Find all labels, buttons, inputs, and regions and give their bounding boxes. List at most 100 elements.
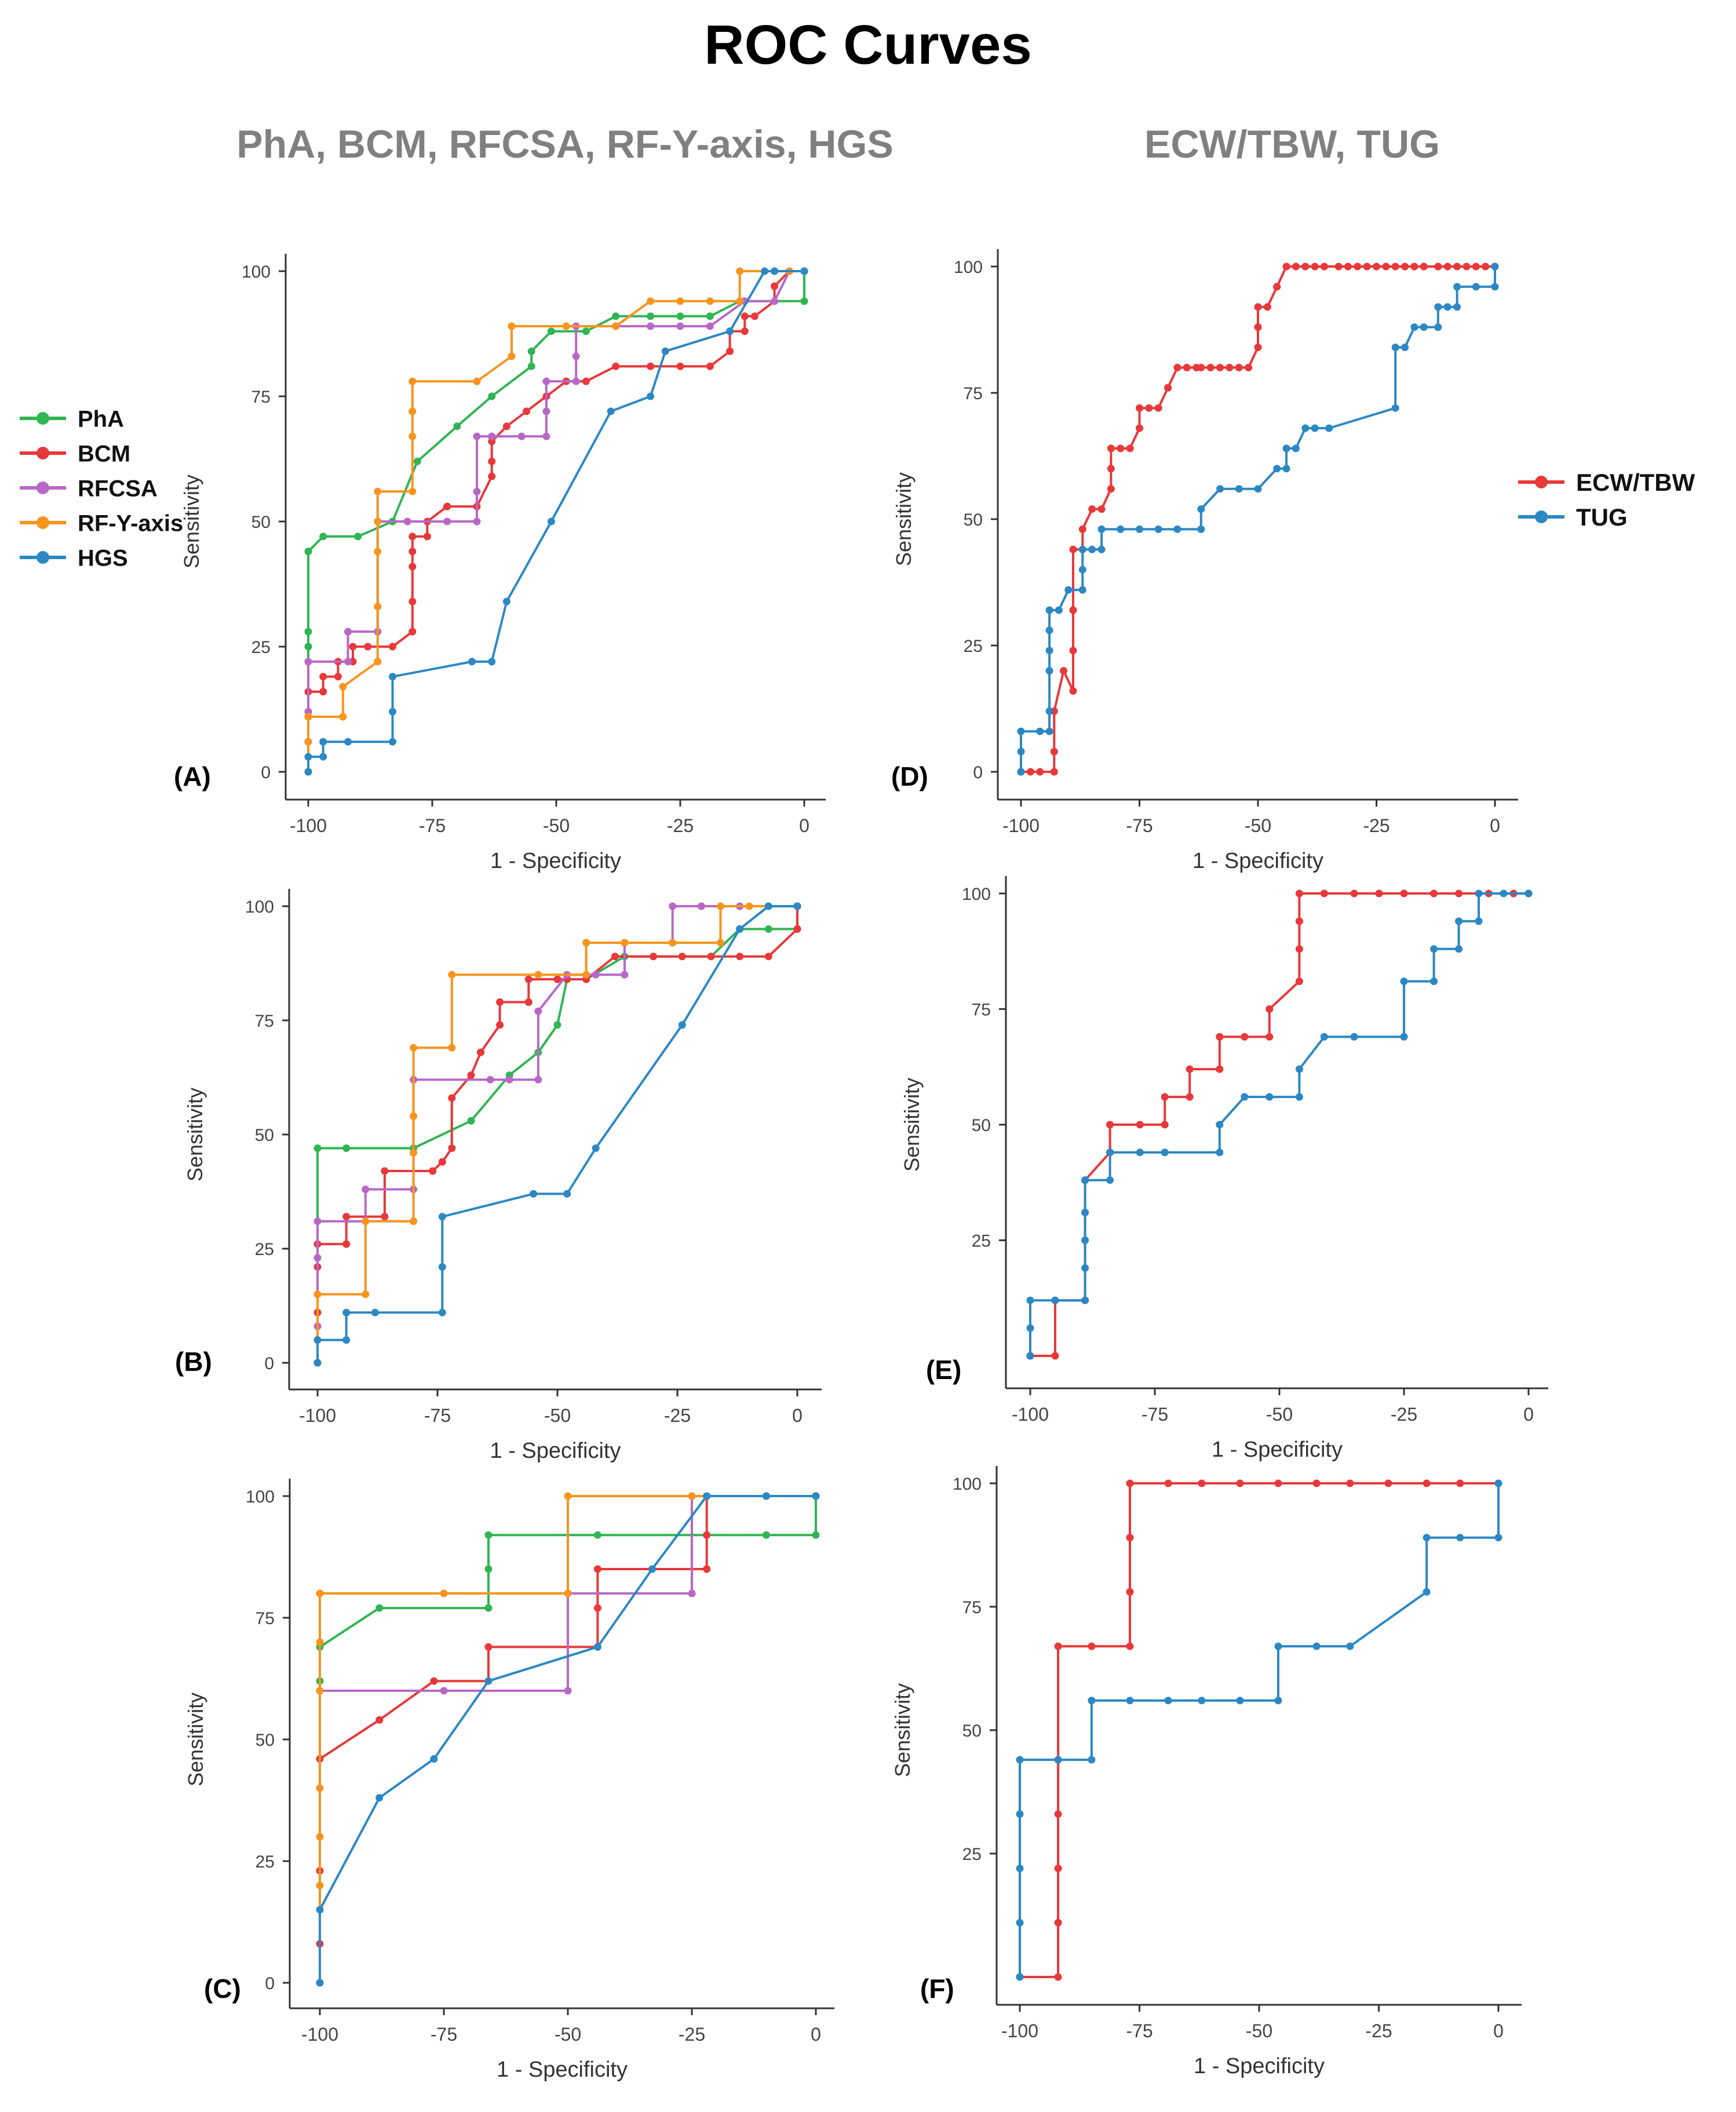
legend-swatch-dot [1535,510,1548,523]
roc-point [706,322,714,330]
roc-point [313,1144,322,1152]
x-tick-label: -75 [431,2024,457,2045]
roc-point [443,502,451,510]
roc-point [342,1144,351,1152]
roc-point [1456,1534,1464,1542]
roc-point [523,407,531,415]
roc-point [1254,485,1262,493]
roc-point [1475,917,1483,925]
roc-point [342,1308,351,1316]
roc-point [1391,262,1399,271]
roc-point [381,1167,389,1175]
roc-point [647,392,655,400]
roc-panel-c: -100 -75 -50 -25 0 0 25 50 75 100 1 - Specificity S… [184,1479,834,2082]
legend-item: ECW/TBW [1518,469,1695,496]
roc-point [1198,1697,1206,1705]
x-tick-label: -25 [1365,2020,1392,2041]
roc-point [572,377,580,385]
roc-point [524,975,533,983]
roc-point [438,1263,446,1271]
roc-point [1216,1033,1224,1041]
roc-point [1026,1352,1034,1360]
roc-point [1274,1479,1282,1487]
roc-point [1434,323,1442,331]
roc-point [1216,1148,1224,1157]
roc-point [1081,1236,1089,1244]
roc-point [1344,262,1352,271]
roc-point [564,1687,572,1695]
legend-item: BCM [20,441,130,466]
roc-point [344,738,352,746]
roc-point [334,673,342,681]
roc-point [1016,1756,1024,1764]
roc-point [1320,1033,1328,1041]
roc-point [409,628,417,636]
roc-point [374,548,382,556]
x-axis-title: 1 - Specificity [490,849,621,873]
roc-point [413,457,421,465]
y-tick-label: 50 [251,513,271,532]
roc-point [304,713,312,721]
roc-point [1081,1209,1089,1217]
roc-point [1026,768,1034,776]
x-tick-label: -75 [424,1405,451,1426]
legend-label: HGS [78,545,128,571]
roc-point [1136,424,1143,432]
roc-point [564,1589,572,1597]
y-tick-label: 100 [953,1475,982,1494]
series-hgs [313,902,801,1367]
legend-label: PhA [78,406,124,432]
roc-point [1154,404,1162,412]
roc-point [1350,889,1358,898]
roc-point [678,953,686,961]
roc-panel-a: -100 -75 -50 -25 0 0 25 50 75 100 1 - Specificity S… [174,254,826,873]
x-axis-title: 1 - Specificity [1194,2054,1325,2078]
roc-point [1045,707,1053,715]
legend-label: RFCSA [78,476,158,501]
roc-point [1081,1296,1089,1304]
roc-point [1107,485,1115,493]
roc-point [717,939,724,947]
roc-point [800,297,808,305]
roc-point [473,432,481,440]
roc-point [771,282,779,290]
roc-point [1472,262,1480,271]
roc-panel-b: -100 -75 -50 -25 0 0 25 50 75 100 1 - Specificity S… [175,889,822,1463]
roc-point [304,643,312,651]
roc-point [410,1112,418,1120]
roc-point [1161,1121,1169,1129]
roc-point [517,432,526,440]
roc-point [1036,727,1044,735]
roc-point [1236,1479,1244,1487]
roc-point [612,362,620,370]
roc-point [409,487,417,495]
roc-point [1106,1148,1114,1157]
roc-point [1384,1479,1392,1487]
roc-point [1016,1918,1024,1927]
x-tick-label: -100 [1002,815,1040,836]
roc-point [1088,1756,1096,1764]
roc-point [1069,545,1077,553]
roc-point [375,1604,384,1612]
series-tug [1017,262,1499,776]
series-tug [1016,1479,1502,1981]
legend-label: RF-Y-axis [78,510,183,536]
roc-point [542,432,550,440]
roc-point [304,658,312,666]
roc-point [1197,363,1205,371]
roc-curve-line [1030,892,1529,1357]
roc-point [764,953,772,961]
roc-point [582,939,590,947]
roc-point [726,327,734,335]
roc-point [1295,917,1303,925]
roc-point [423,532,431,541]
roc-point [344,658,352,666]
roc-point [1434,262,1442,271]
roc-point [410,1217,418,1225]
y-tick-label: 75 [251,388,271,407]
roc-point [488,432,496,440]
roc-point [741,327,749,335]
roc-point [1410,262,1418,271]
x-tick-label: -25 [667,815,694,836]
roc-point [316,1784,324,1792]
